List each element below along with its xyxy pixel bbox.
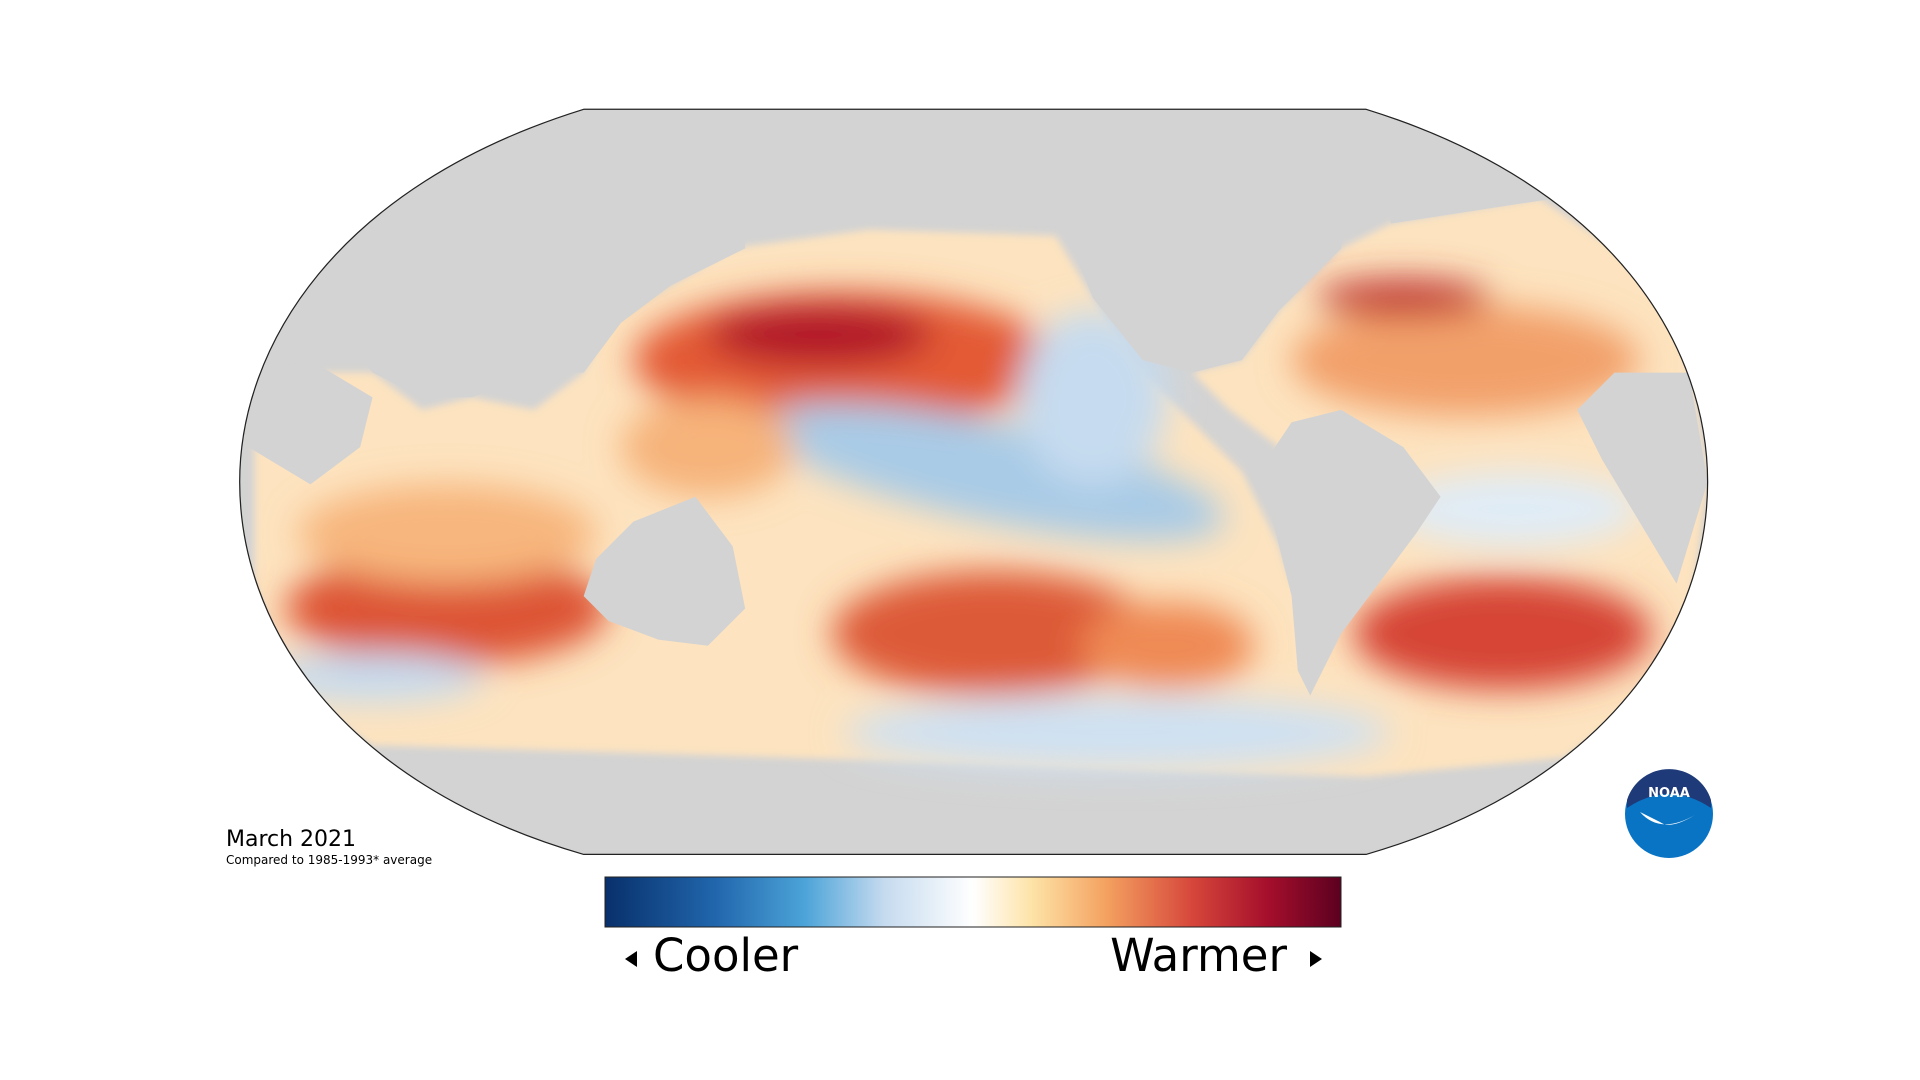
warmer-label: Warmer	[1110, 929, 1287, 982]
map-subtitle: Compared to 1985-1993* average	[226, 853, 432, 867]
map	[239, 108, 1709, 856]
color-bar	[604, 876, 1342, 928]
noaa-logo: NOAA	[1625, 769, 1713, 858]
warmer-arrow	[1310, 951, 1322, 967]
map-title: March 2021	[226, 827, 356, 852]
cooler-arrow	[625, 951, 637, 967]
logo-text: NOAA	[1648, 786, 1690, 801]
cooler-label: Cooler	[653, 929, 799, 982]
